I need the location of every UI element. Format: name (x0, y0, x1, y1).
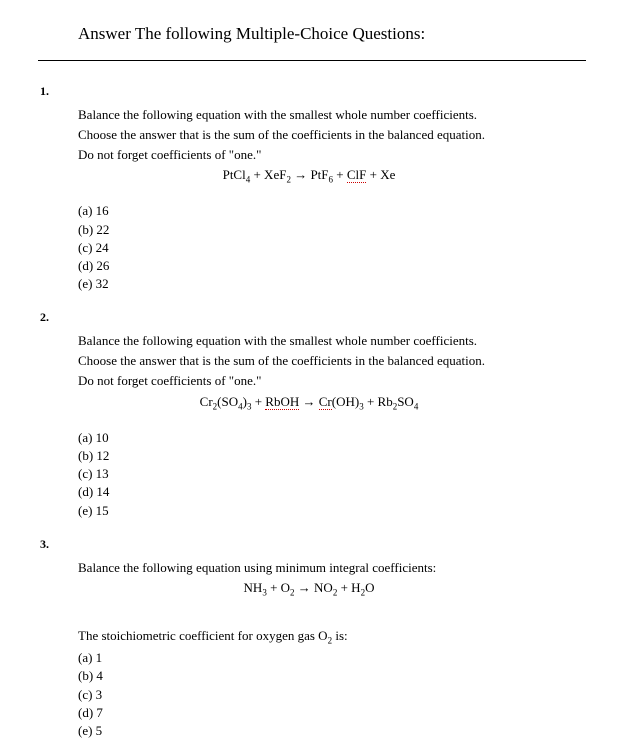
question-3: 3. Balance the following equation using … (20, 536, 610, 740)
question-1: 1. Balance the following equation with t… (20, 83, 610, 293)
q3-number: 3. (40, 536, 610, 553)
q2-body: Balance the following equation with the … (78, 332, 580, 520)
q1-choices: (a) 16 (b) 22 (c) 24 (d) 26 (e) 32 (78, 202, 580, 293)
q2-eq-arrow: → (299, 394, 319, 409)
q3-subtext1: The stoichiometric coefficient for oxyge… (78, 628, 328, 643)
q1-eq-p5: ClF (347, 167, 367, 183)
q3-subtext2: is: (332, 628, 348, 643)
q2-choice-c: (c) 13 (78, 465, 580, 483)
q2-instruction3: Do not forget coefficients of "one." (78, 372, 580, 390)
q1-eq-p4: + (333, 167, 347, 182)
q3-eq-p4: + H (337, 580, 360, 595)
q1-choice-a: (a) 16 (78, 202, 580, 220)
q1-eq-p3: PtF (310, 167, 328, 182)
q1-eq-arrow: → (291, 167, 311, 182)
q3-subtext: The stoichiometric coefficient for oxyge… (78, 627, 580, 647)
q1-eq-p6: + Xe (366, 167, 395, 182)
q2-instruction2: Choose the answer that is the sum of the… (78, 352, 580, 370)
q2-equation: Cr2(SO4)3 + RbOH → Cr(OH)3 + Rb2SO4 (38, 393, 580, 413)
q2-choices: (a) 10 (b) 12 (c) 13 (d) 14 (e) 15 (78, 429, 580, 520)
q2-eq-s6: 4 (414, 401, 419, 411)
q3-choice-e: (e) 5 (78, 722, 580, 740)
q1-eq-p1: PtCl (223, 167, 246, 182)
q3-choices: (a) 1 (b) 4 (c) 3 (d) 7 (e) 5 (78, 649, 580, 740)
q2-eq-p2: (SO (217, 394, 238, 409)
q1-choice-d: (d) 26 (78, 257, 580, 275)
question-2: 2. Balance the following equation with t… (20, 309, 610, 519)
q3-instruction1: Balance the following equation using min… (78, 559, 580, 577)
q3-choice-b: (b) 4 (78, 667, 580, 685)
page-title: Answer The following Multiple-Choice Que… (78, 22, 610, 46)
q3-equation: NH3 + O2 → NO2 + H2O (38, 579, 580, 599)
q1-instruction3: Do not forget coefficients of "one." (78, 146, 580, 164)
q2-number: 2. (40, 309, 610, 326)
q3-eq-p5: O (365, 580, 374, 595)
q2-choice-b: (b) 12 (78, 447, 580, 465)
q1-choice-b: (b) 22 (78, 221, 580, 239)
q3-eq-p2: + O (267, 580, 290, 595)
q1-body: Balance the following equation with the … (78, 106, 580, 294)
q1-instruction2: Choose the answer that is the sum of the… (78, 126, 580, 144)
q3-choice-c: (c) 3 (78, 686, 580, 704)
divider (38, 60, 586, 61)
q3-choice-d: (d) 7 (78, 704, 580, 722)
q1-eq-p2: + XeF (250, 167, 286, 182)
q3-choice-a: (a) 1 (78, 649, 580, 667)
q3-eq-p3: NO (314, 580, 333, 595)
q1-choice-e: (e) 32 (78, 275, 580, 293)
q2-eq-p7: (OH) (332, 394, 359, 409)
q3-eq-arrow: → (295, 580, 315, 595)
q2-choice-a: (a) 10 (78, 429, 580, 447)
q1-equation: PtCl4 + XeF2 → PtF6 + ClF + Xe (38, 166, 580, 186)
q1-number: 1. (40, 83, 610, 100)
q2-eq-p5: RbOH (265, 394, 299, 410)
q3-body: Balance the following equation using min… (78, 559, 580, 740)
q2-choice-e: (e) 15 (78, 502, 580, 520)
q2-eq-p1: Cr (200, 394, 213, 409)
q1-instruction1: Balance the following equation with the … (78, 106, 580, 124)
q2-eq-p8: + Rb (364, 394, 393, 409)
q2-eq-p4: + (251, 394, 265, 409)
q2-eq-p9: SO (397, 394, 414, 409)
q1-choice-c: (c) 24 (78, 239, 580, 257)
q2-instruction1: Balance the following equation with the … (78, 332, 580, 350)
q2-eq-p6: Cr (319, 394, 332, 410)
q2-choice-d: (d) 14 (78, 483, 580, 501)
q3-eq-p1: NH (244, 580, 263, 595)
